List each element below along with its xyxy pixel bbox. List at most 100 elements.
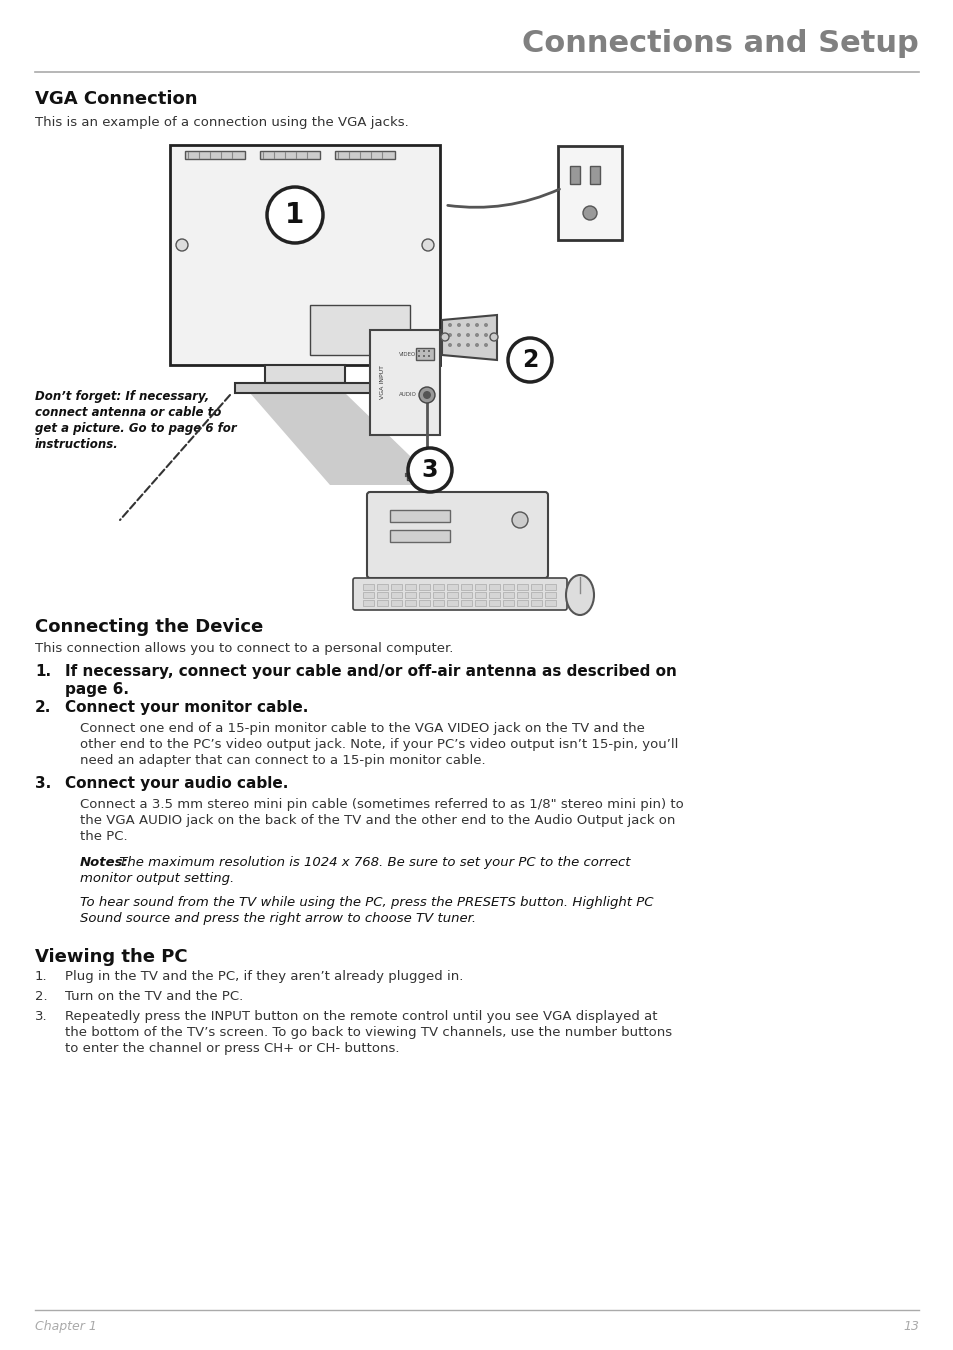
Text: Connections and Setup: Connections and Setup: [521, 28, 918, 58]
Text: Connecting the Device: Connecting the Device: [35, 618, 263, 636]
Bar: [531, 585, 541, 590]
Circle shape: [483, 323, 488, 327]
Circle shape: [456, 333, 460, 338]
Bar: [544, 585, 556, 590]
Circle shape: [267, 188, 323, 243]
Circle shape: [422, 350, 424, 352]
Circle shape: [428, 350, 430, 352]
Text: get a picture. Go to page 6 for: get a picture. Go to page 6 for: [35, 423, 236, 435]
Bar: [363, 593, 374, 598]
Circle shape: [448, 323, 452, 327]
Text: 1: 1: [285, 201, 304, 230]
Circle shape: [456, 343, 460, 347]
Bar: [502, 585, 514, 590]
Bar: [260, 151, 319, 159]
FancyBboxPatch shape: [558, 146, 621, 240]
Bar: [310, 305, 410, 355]
Bar: [517, 593, 527, 598]
Bar: [405, 599, 416, 606]
Bar: [376, 599, 388, 606]
Bar: [376, 585, 388, 590]
Bar: [489, 585, 499, 590]
Text: VGA Connection: VGA Connection: [35, 90, 197, 108]
Bar: [489, 599, 499, 606]
Bar: [447, 599, 457, 606]
Polygon shape: [250, 393, 439, 485]
Bar: [391, 599, 401, 606]
Text: 2.: 2.: [35, 701, 51, 716]
Bar: [447, 585, 457, 590]
Bar: [475, 585, 485, 590]
Text: 2.: 2.: [35, 990, 48, 1003]
Circle shape: [507, 338, 552, 382]
Text: Repeatedly press the INPUT button on the remote control until you see VGA displa: Repeatedly press the INPUT button on the…: [65, 1010, 657, 1023]
Bar: [335, 151, 395, 159]
Bar: [502, 593, 514, 598]
Bar: [370, 329, 439, 435]
FancyBboxPatch shape: [353, 578, 566, 610]
Text: the PC.: the PC.: [80, 830, 128, 842]
Bar: [418, 585, 430, 590]
Circle shape: [408, 448, 452, 491]
Bar: [418, 599, 430, 606]
Bar: [569, 166, 579, 184]
Circle shape: [475, 343, 478, 347]
Bar: [460, 593, 472, 598]
Text: other end to the PC’s video output jack. Note, if your PC’s video output isn’t 1: other end to the PC’s video output jack.…: [80, 738, 678, 751]
Bar: [405, 585, 416, 590]
Bar: [544, 593, 556, 598]
Text: Plug in the TV and the PC, if they aren’t already plugged in.: Plug in the TV and the PC, if they aren’…: [65, 971, 463, 983]
Circle shape: [582, 207, 597, 220]
Circle shape: [475, 333, 478, 338]
Bar: [460, 585, 472, 590]
Text: Connect your audio cable.: Connect your audio cable.: [65, 776, 288, 791]
Bar: [405, 593, 416, 598]
Bar: [418, 593, 430, 598]
Text: Viewing the PC: Viewing the PC: [35, 948, 188, 967]
Text: Connect a 3.5 mm stereo mini pin cable (sometimes referred to as 1/8" stereo min: Connect a 3.5 mm stereo mini pin cable (…: [80, 798, 683, 811]
Bar: [265, 364, 345, 383]
Bar: [475, 599, 485, 606]
Text: instructions.: instructions.: [35, 437, 118, 451]
Text: 1.: 1.: [35, 664, 51, 679]
Circle shape: [421, 239, 434, 251]
Bar: [391, 585, 401, 590]
Text: 1.: 1.: [35, 971, 48, 983]
Circle shape: [490, 333, 497, 342]
Circle shape: [418, 387, 435, 404]
Text: VIDEO: VIDEO: [398, 352, 416, 358]
Circle shape: [465, 323, 470, 327]
Text: need an adapter that can connect to a 15-pin monitor cable.: need an adapter that can connect to a 15…: [80, 755, 485, 767]
Bar: [531, 593, 541, 598]
Text: VGA INPUT: VGA INPUT: [380, 364, 385, 400]
Circle shape: [483, 333, 488, 338]
Bar: [517, 585, 527, 590]
Text: 3: 3: [421, 458, 437, 482]
Bar: [363, 585, 374, 590]
Circle shape: [465, 343, 470, 347]
Bar: [531, 599, 541, 606]
Bar: [407, 470, 420, 481]
Bar: [416, 348, 434, 360]
Circle shape: [483, 343, 488, 347]
Circle shape: [456, 323, 460, 327]
Bar: [447, 593, 457, 598]
Ellipse shape: [565, 575, 594, 616]
Text: If necessary, connect your cable and/or off-air antenna as described on: If necessary, connect your cable and/or …: [65, 664, 677, 679]
Bar: [363, 599, 374, 606]
Text: Sound source and press the right arrow to choose TV tuner.: Sound source and press the right arrow t…: [80, 913, 476, 925]
Text: page 6.: page 6.: [65, 682, 129, 697]
Bar: [544, 599, 556, 606]
Text: To hear sound from the TV while using the PC, press the PRESETS button. Highligh: To hear sound from the TV while using th…: [80, 896, 653, 909]
Text: connect antenna or cable to: connect antenna or cable to: [35, 406, 221, 418]
FancyBboxPatch shape: [367, 491, 547, 578]
Text: This is an example of a connection using the VGA jacks.: This is an example of a connection using…: [35, 116, 408, 130]
Text: monitor output setting.: monitor output setting.: [80, 872, 234, 886]
Text: The maximum resolution is 1024 x 768. Be sure to set your PC to the correct: The maximum resolution is 1024 x 768. Be…: [114, 856, 630, 869]
Text: 3.: 3.: [35, 776, 51, 791]
Text: 13: 13: [902, 1320, 918, 1332]
Text: Don’t forget: If necessary,: Don’t forget: If necessary,: [35, 390, 209, 404]
Bar: [234, 383, 375, 393]
Circle shape: [417, 355, 419, 356]
Text: Connect one end of a 15-pin monitor cable to the VGA VIDEO jack on the TV and th: Connect one end of a 15-pin monitor cabl…: [80, 722, 644, 734]
